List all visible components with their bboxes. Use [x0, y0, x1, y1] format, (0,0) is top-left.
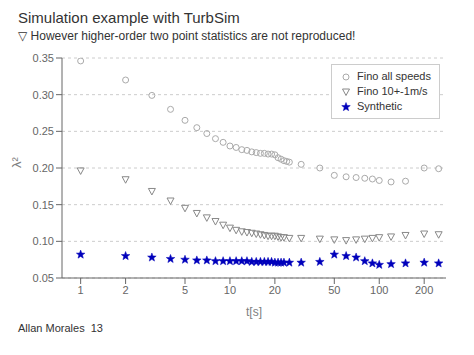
svg-text:10: 10: [224, 284, 236, 296]
html-text:Simulation example with TurbSi: Simulation example with TurbSim: [18, 9, 240, 26]
svg-text:1: 1: [78, 284, 84, 296]
svg-text:0.20: 0.20: [33, 162, 54, 174]
svg-text:0.35: 0.35: [33, 52, 54, 64]
html-text:Fino 10+-1m/s: Fino 10+-1m/s: [357, 85, 428, 97]
svg-text:0.30: 0.30: [33, 89, 54, 101]
html-text:Fino all speeds: Fino all speeds: [357, 70, 431, 82]
svg-text:0.25: 0.25: [33, 125, 54, 137]
html-text:Synthetic: Synthetic: [357, 100, 403, 112]
svg-text:0.15: 0.15: [33, 199, 54, 211]
svg-text:2: 2: [123, 284, 129, 296]
svg-text:t[s]: t[s]: [246, 305, 262, 319]
html-text:Allan Morales 13: Allan Morales 13: [18, 322, 103, 334]
svg-text:200: 200: [415, 284, 433, 296]
svg-text:0.05: 0.05: [33, 272, 54, 284]
svg-text:5: 5: [182, 284, 188, 296]
html-text:▽ However higher-order two poi: ▽ However higher-order two point statist…: [18, 29, 356, 43]
svg-text:0.10: 0.10: [33, 235, 54, 247]
svg-text:50: 50: [328, 284, 340, 296]
svg-text:20: 20: [269, 284, 281, 296]
svg-text:100: 100: [370, 284, 388, 296]
svg-text:λ²: λ²: [9, 157, 24, 169]
